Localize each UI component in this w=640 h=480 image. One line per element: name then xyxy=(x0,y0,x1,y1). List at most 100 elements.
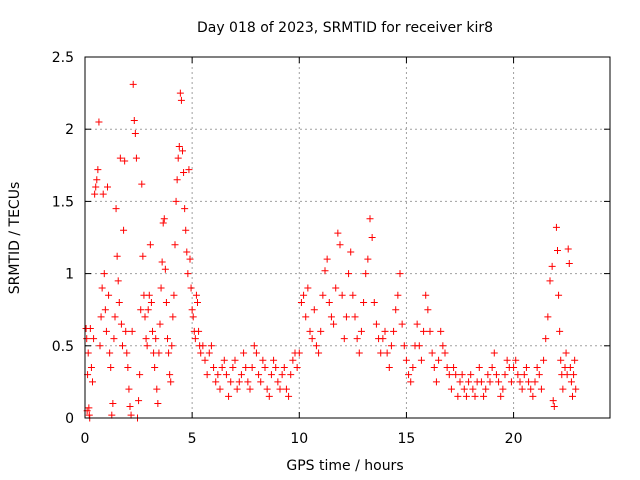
data-point xyxy=(94,166,102,174)
chart-title: Day 018 of 2023, SRMTID for receiver kir… xyxy=(197,20,493,36)
data-point xyxy=(452,371,460,379)
data-point xyxy=(108,411,116,419)
x-tick-label: 15 xyxy=(398,431,416,447)
data-point xyxy=(240,349,248,357)
data-point xyxy=(490,349,498,357)
data-point xyxy=(435,356,443,364)
data-point xyxy=(569,392,576,400)
data-point xyxy=(518,385,526,393)
data-point xyxy=(317,327,325,335)
data-point xyxy=(167,378,175,386)
data-point xyxy=(495,378,503,386)
data-point xyxy=(84,349,92,357)
data-point xyxy=(345,270,353,278)
data-point xyxy=(252,349,260,357)
data-point xyxy=(139,252,147,260)
data-point xyxy=(471,392,479,400)
data-point xyxy=(439,342,447,350)
data-point xyxy=(98,284,106,292)
data-point xyxy=(122,327,130,335)
data-point xyxy=(390,327,398,335)
data-point xyxy=(535,371,543,379)
data-point xyxy=(212,378,220,386)
data-point xyxy=(533,363,541,371)
data-point xyxy=(300,291,308,299)
data-point xyxy=(194,298,201,306)
data-point xyxy=(146,241,154,249)
data-point xyxy=(102,327,110,335)
data-point xyxy=(503,356,511,364)
data-point xyxy=(480,392,488,400)
y-tick-label: 2 xyxy=(65,122,74,138)
data-point xyxy=(392,306,400,314)
data-point xyxy=(559,385,567,393)
data-point xyxy=(297,298,305,306)
data-point xyxy=(111,313,119,321)
data-point xyxy=(360,298,368,306)
data-point xyxy=(127,411,135,419)
data-point xyxy=(132,154,140,162)
data-point xyxy=(244,378,252,386)
data-point xyxy=(116,154,124,162)
data-point xyxy=(192,291,200,299)
data-point xyxy=(237,371,245,379)
data-point xyxy=(117,320,125,328)
data-point xyxy=(516,378,524,386)
data-point xyxy=(362,270,370,278)
data-point xyxy=(216,385,224,393)
data-point xyxy=(201,356,209,364)
data-point xyxy=(364,255,372,263)
data-point xyxy=(278,371,286,379)
data-point xyxy=(432,378,440,386)
grid xyxy=(85,57,610,418)
data-point xyxy=(546,277,554,285)
data-point xyxy=(170,291,178,299)
data-point xyxy=(353,335,361,343)
data-point xyxy=(310,306,318,314)
data-point xyxy=(572,385,580,393)
data-point xyxy=(89,378,96,386)
data-point xyxy=(334,229,342,237)
data-point xyxy=(90,335,98,343)
data-point xyxy=(235,378,243,386)
data-point xyxy=(176,89,184,97)
data-point xyxy=(218,363,226,371)
data-point xyxy=(565,259,573,267)
plot-frame xyxy=(84,56,611,419)
data-point xyxy=(486,378,494,386)
x-tick-label: 20 xyxy=(505,431,523,447)
data-point xyxy=(413,320,421,328)
data-point xyxy=(188,306,196,314)
data-point xyxy=(259,356,267,364)
data-point xyxy=(250,342,258,350)
data-point xyxy=(327,313,335,321)
data-point xyxy=(420,327,428,335)
data-point xyxy=(484,371,492,379)
data-point xyxy=(174,154,182,162)
data-point xyxy=(499,385,507,393)
data-point xyxy=(199,342,207,350)
data-point xyxy=(143,342,151,350)
data-point xyxy=(233,385,241,393)
data-point xyxy=(525,378,533,386)
data-point xyxy=(83,335,91,343)
data-point xyxy=(105,291,113,299)
data-point xyxy=(183,248,191,256)
data-point xyxy=(562,349,570,357)
data-point xyxy=(482,385,490,393)
data-point xyxy=(272,363,280,371)
data-point xyxy=(123,349,131,357)
y-tick-label: 1 xyxy=(65,267,74,283)
data-point xyxy=(149,327,156,335)
data-point xyxy=(162,298,170,306)
data-point xyxy=(136,371,144,379)
data-point xyxy=(447,385,455,393)
data-point xyxy=(137,306,145,314)
data-point xyxy=(522,363,530,371)
data-point xyxy=(161,265,169,273)
data-point xyxy=(332,284,340,292)
data-point xyxy=(153,385,161,393)
data-point xyxy=(488,363,496,371)
data-point xyxy=(507,378,515,386)
